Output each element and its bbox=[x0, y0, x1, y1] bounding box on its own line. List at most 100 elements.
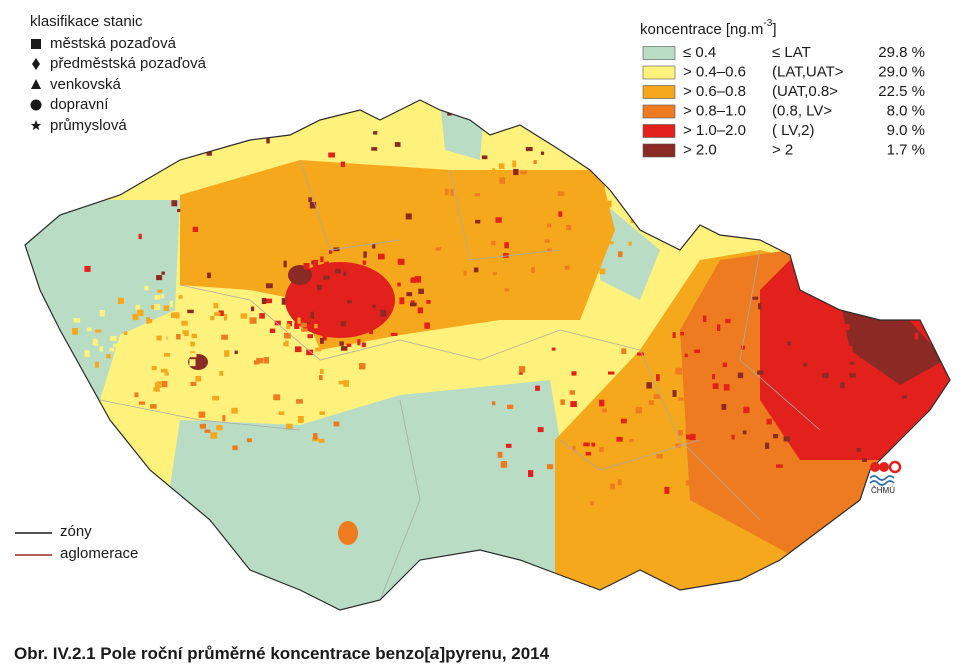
speckle bbox=[737, 372, 744, 379]
speckle bbox=[711, 436, 717, 444]
speckle bbox=[212, 333, 219, 339]
speckle bbox=[72, 328, 78, 335]
speckle bbox=[960, 380, 964, 385]
legend-range: > 0.4–0.6 bbox=[683, 63, 746, 80]
speckle bbox=[213, 302, 219, 309]
speckle bbox=[397, 282, 401, 287]
speckle bbox=[375, 288, 381, 292]
speckle bbox=[450, 189, 454, 197]
speckle bbox=[141, 106, 148, 112]
speckle bbox=[646, 382, 652, 389]
speckle bbox=[850, 321, 857, 325]
speckle bbox=[440, 235, 447, 242]
speckle bbox=[554, 278, 558, 282]
legend-share: 8.0 % bbox=[887, 102, 925, 119]
logo: ČHMÚ bbox=[869, 460, 902, 495]
legend-share: 29.0 % bbox=[878, 63, 925, 80]
speckle bbox=[218, 310, 224, 317]
speckle bbox=[921, 393, 926, 398]
speckle bbox=[273, 394, 281, 401]
speckle bbox=[296, 399, 303, 404]
speckle bbox=[224, 350, 230, 357]
speckle bbox=[190, 352, 197, 358]
speckle bbox=[313, 433, 318, 440]
symbol-triangle bbox=[31, 79, 41, 89]
legend-share: 9.0 % bbox=[887, 122, 925, 139]
speckle bbox=[583, 442, 590, 447]
speckle bbox=[149, 377, 157, 383]
speckle bbox=[333, 421, 340, 427]
speckle bbox=[134, 331, 141, 336]
speckle bbox=[364, 288, 370, 292]
title-exponent: -3 bbox=[763, 18, 772, 29]
speckle bbox=[678, 397, 684, 401]
speckle bbox=[76, 170, 81, 177]
legend-class: (UAT,0.8> bbox=[772, 83, 838, 100]
speckle bbox=[722, 362, 727, 368]
speckle bbox=[564, 290, 569, 298]
speckle bbox=[605, 200, 612, 208]
speckle bbox=[498, 163, 505, 170]
speckle bbox=[876, 450, 882, 457]
speckle bbox=[507, 404, 514, 409]
station-legend-item: předměstská pozaďová bbox=[50, 55, 207, 72]
speckle bbox=[320, 256, 324, 263]
symbol-diamond bbox=[32, 58, 40, 70]
speckle bbox=[533, 160, 537, 164]
speckle bbox=[297, 317, 301, 324]
speckle bbox=[164, 372, 169, 376]
speckle bbox=[447, 216, 453, 222]
speckle bbox=[500, 461, 508, 468]
speckle bbox=[160, 294, 165, 299]
speckle bbox=[352, 313, 357, 319]
speckle bbox=[618, 251, 623, 258]
speckle bbox=[316, 112, 322, 120]
speckle bbox=[585, 452, 592, 456]
speckle bbox=[323, 275, 330, 280]
speckle bbox=[84, 266, 91, 272]
speckle bbox=[620, 418, 627, 424]
speckle bbox=[765, 442, 770, 449]
speckle bbox=[99, 346, 104, 352]
speckle bbox=[731, 434, 735, 440]
speckle bbox=[743, 407, 750, 414]
speckle bbox=[562, 269, 569, 274]
speckle bbox=[146, 317, 151, 324]
legend-range: > 0.8–1.0 bbox=[683, 102, 746, 119]
speckle bbox=[675, 367, 683, 375]
speckle bbox=[551, 347, 556, 351]
speckle bbox=[431, 265, 438, 272]
speckle bbox=[740, 345, 745, 350]
speckle bbox=[672, 332, 676, 339]
caption: Obr. IV.2.1 Pole roční průměrné koncentr… bbox=[14, 644, 550, 663]
speckle bbox=[463, 270, 467, 276]
speckle bbox=[154, 304, 161, 310]
speckle bbox=[637, 352, 644, 356]
speckle bbox=[491, 240, 496, 246]
speckle bbox=[343, 271, 347, 276]
concentration-legend-title: koncentrace [ng.m-3] bbox=[640, 18, 776, 38]
speckle bbox=[173, 327, 177, 332]
speckle bbox=[406, 292, 413, 297]
logo-dot bbox=[870, 462, 880, 472]
speckle bbox=[752, 296, 759, 300]
speckle bbox=[314, 323, 318, 329]
speckle bbox=[803, 362, 807, 367]
field-red-prague bbox=[285, 262, 395, 338]
legend-range: ≤ 0.4 bbox=[683, 44, 716, 61]
legend-swatch bbox=[642, 143, 676, 158]
speckle bbox=[210, 432, 218, 439]
legend-share: 29.8 % bbox=[878, 44, 925, 61]
speckle bbox=[509, 235, 515, 240]
speckle bbox=[339, 93, 345, 99]
station-legend-title: klasifikace stanic bbox=[30, 13, 143, 30]
speckle bbox=[672, 390, 677, 397]
speckle bbox=[599, 268, 606, 275]
speckle bbox=[417, 307, 424, 314]
speckle bbox=[701, 360, 708, 364]
speckle bbox=[192, 226, 199, 233]
speckle bbox=[259, 313, 265, 319]
speckle bbox=[607, 241, 614, 245]
speckle bbox=[569, 390, 575, 395]
